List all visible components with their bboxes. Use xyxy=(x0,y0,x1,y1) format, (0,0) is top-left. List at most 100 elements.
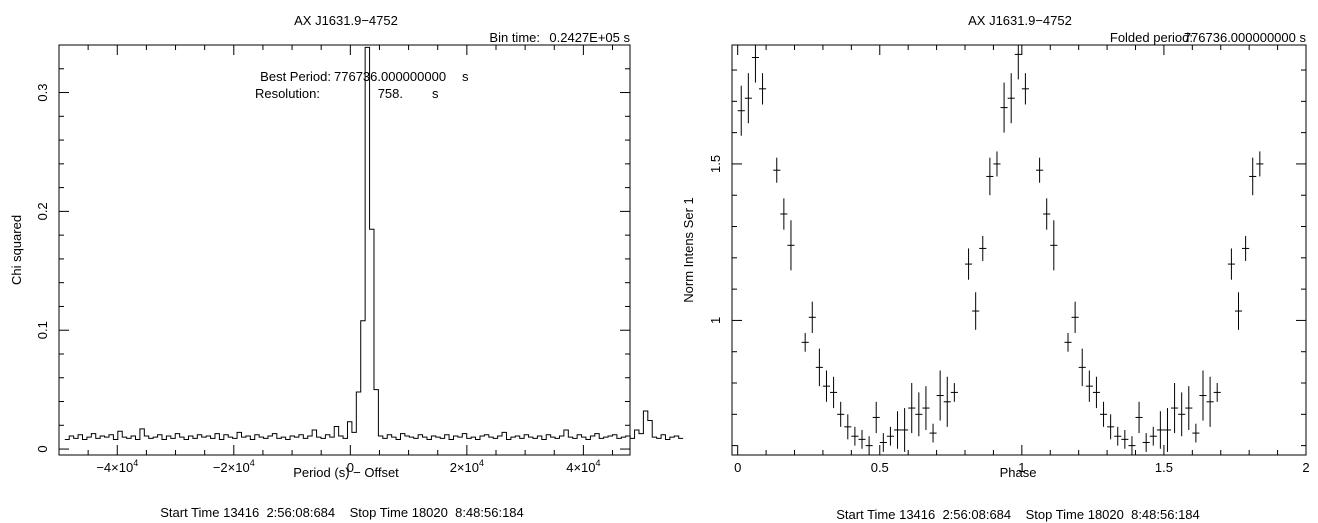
periodogram-frame xyxy=(58,44,631,456)
periodogram-x-label: Period (s) − Offset xyxy=(293,465,399,480)
periodogram-plot-area xyxy=(64,46,684,441)
folded-y-tick-label: 1 xyxy=(708,317,723,324)
periodogram-title: AX J1631.9−4752 xyxy=(294,13,398,28)
folded-data-point xyxy=(758,73,767,105)
folded-data-point xyxy=(1171,383,1179,434)
periodogram-x-tick-label: −4×104 xyxy=(96,458,138,475)
folded-data-point xyxy=(1163,408,1172,452)
folded-data-point xyxy=(893,411,902,449)
folded-data-point xyxy=(773,157,781,183)
folded-data-point xyxy=(1043,198,1051,230)
folded-data-point xyxy=(879,433,887,452)
folded-data-point xyxy=(1014,45,1022,80)
bin-time-value: 0.2427E+05 s xyxy=(549,30,630,45)
folded-data-point xyxy=(908,383,916,434)
folded-x-tick-label: 1 xyxy=(1018,460,1025,475)
folded-data-point xyxy=(1156,411,1164,449)
folded-y-tick-label: 1.5 xyxy=(708,155,723,173)
bin-time-label: Bin time: xyxy=(489,30,540,45)
folded-data-point xyxy=(1206,376,1214,427)
folded-data-point xyxy=(808,301,816,333)
folded-data-point xyxy=(1192,423,1200,443)
folded-plot-area xyxy=(737,45,1264,455)
folded-data-point xyxy=(1199,370,1207,421)
periodogram-y-tick-label: 0.1 xyxy=(35,321,50,339)
folded-data-point xyxy=(1036,157,1044,183)
folded-data-point xyxy=(929,423,937,443)
folded-data-point xyxy=(1092,376,1100,409)
folded-data-point xyxy=(1007,73,1015,124)
periodogram-x-tick-label: 2×104 xyxy=(450,458,484,475)
folded-data-point xyxy=(1249,157,1257,196)
folded-period-value: 776736.000000000 s xyxy=(1184,30,1307,45)
folded-data-point xyxy=(1256,151,1264,177)
periodogram-x-tick-label: −2×104 xyxy=(213,458,255,475)
folded-data-point xyxy=(1178,392,1186,437)
folded-data-point xyxy=(1071,301,1079,333)
folded-data-point xyxy=(1121,429,1129,449)
folded-data-point xyxy=(1142,433,1150,452)
folded-data-point xyxy=(1227,248,1235,280)
periodogram-x-tick-label: 0 xyxy=(347,460,354,475)
folded-data-point xyxy=(1213,383,1221,402)
folded-data-point xyxy=(979,235,987,261)
periodogram-x-tick-exponent: 4 xyxy=(596,458,601,468)
periodogram-x-tick-exponent: 4 xyxy=(250,458,255,468)
resolution-label: Resolution: xyxy=(255,86,320,101)
folded-data-point xyxy=(1021,73,1029,105)
folded-data-point xyxy=(822,370,831,402)
folded-data-point xyxy=(865,436,873,455)
folded-axes: 0 0.5 1 1.5 2 1 1.5 xyxy=(708,45,1310,475)
folded-data-point xyxy=(1050,220,1058,271)
folded-x-tick-label: 0.5 xyxy=(871,460,889,475)
folded-data-point xyxy=(744,73,752,124)
folded-footer: Start Time 13416 2:56:08:684 Stop Time 1… xyxy=(836,507,1200,522)
folded-data-point xyxy=(965,248,973,280)
folded-x-tick-label: 0 xyxy=(734,460,741,475)
folded-data-point xyxy=(872,401,880,434)
folded-data-point xyxy=(936,370,944,421)
folded-data-point xyxy=(858,429,866,449)
folded-data-point xyxy=(1114,426,1122,446)
folded-data-point xyxy=(1242,235,1250,261)
best-period-label: Best Period: xyxy=(260,69,331,84)
periodogram-axes: −4×104 −2×104 0 2×104 4×104 0 0.1 0.2 0.3 xyxy=(35,45,630,475)
folded-data-point xyxy=(1234,292,1243,330)
folded-data-point xyxy=(886,426,894,446)
folded-data-point xyxy=(1064,332,1072,352)
folded-data-point xyxy=(1185,386,1193,430)
folded-data-point xyxy=(915,392,923,437)
resolution-unit: s xyxy=(432,86,439,101)
periodogram-y-tick-label: 0 xyxy=(35,445,50,452)
periodogram-x-tick-exponent: 4 xyxy=(479,458,484,468)
folded-frame xyxy=(731,44,1307,456)
folded-data-point xyxy=(851,426,859,446)
folded-x-label: Phase xyxy=(1000,465,1037,480)
folded-data-point xyxy=(943,376,951,427)
best-period-value: 776736.000000000 xyxy=(334,69,446,84)
chi-squared-series-line xyxy=(64,46,684,441)
folded-y-label: Norm Intens Ser 1 xyxy=(681,197,696,303)
periodogram-panel: AX J1631.9−4752 Bin time: 0.2427E+05 s B… xyxy=(9,13,684,520)
periodogram-y-label: Chi squared xyxy=(9,215,24,285)
folded-data-point xyxy=(737,85,745,136)
folded-data-point xyxy=(1135,401,1143,434)
folded-data-point xyxy=(1085,370,1093,402)
folded-x-tick-label: 1.5 xyxy=(1155,460,1173,475)
periodogram-y-tick-label: 0.3 xyxy=(35,83,50,101)
folded-data-point xyxy=(922,386,930,430)
folded-data-point xyxy=(815,348,823,387)
periodogram-x-tick-label: 4×104 xyxy=(566,458,600,475)
periodogram-y-tick-label: 0.2 xyxy=(35,202,50,220)
folded-data-point xyxy=(1128,436,1136,455)
folded-period-label: Folded period: xyxy=(1110,30,1193,45)
resolution-value: 758. xyxy=(378,86,403,101)
folded-data-point xyxy=(972,292,980,330)
folded-data-point xyxy=(1099,401,1108,427)
folded-data-point xyxy=(901,408,909,452)
periodogram-x-tick-exponent: 4 xyxy=(133,458,138,468)
folded-data-point xyxy=(844,414,852,440)
best-period-unit: s xyxy=(462,69,469,84)
folded-data-point xyxy=(830,376,838,409)
periodogram-footer: Start Time 13416 2:56:08:684 Stop Time 1… xyxy=(160,505,524,520)
